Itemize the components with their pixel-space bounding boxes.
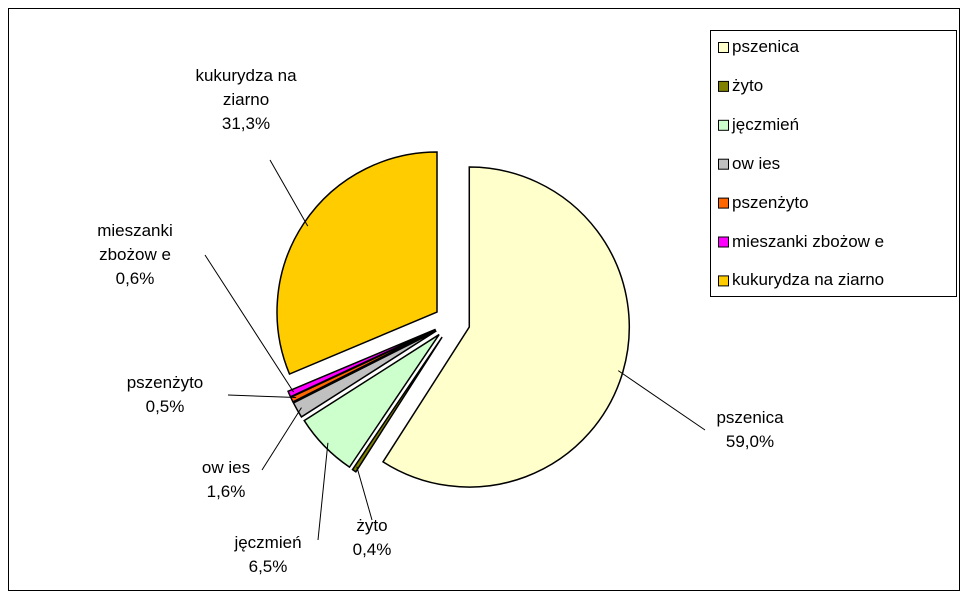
pie-slice — [287, 328, 436, 398]
label-value: 59,0% — [725, 432, 775, 451]
label-category: jęczmień — [234, 533, 302, 552]
pie-slice — [276, 151, 438, 376]
data-label: mieszanki zbożow e 0,6% — [70, 219, 200, 291]
legend-label: ow ies — [732, 153, 781, 173]
data-label: jęczmień 6,5% — [223, 531, 313, 579]
legend-label: kukurydza na ziarno — [732, 270, 885, 290]
legend-label: mieszanki zbożow e — [732, 231, 885, 251]
leader-line — [204, 254, 295, 393]
label-value: 0,4% — [352, 540, 392, 559]
pie-slice — [292, 330, 437, 418]
pie-slice — [351, 336, 443, 473]
legend-box — [710, 30, 957, 297]
legend-swatch — [718, 80, 729, 92]
leader-line — [317, 442, 329, 541]
label-category: kukurydza na ziarno — [195, 66, 297, 109]
data-label: pszenica 59,0% — [695, 406, 805, 454]
data-label: pszenżyto 0,5% — [100, 371, 230, 419]
label-value: 0,6% — [115, 269, 155, 288]
leader-line — [261, 407, 302, 471]
label-category: mieszanki zbożow e — [97, 221, 173, 264]
data-label: ow ies 1,6% — [191, 456, 261, 504]
label-category: ow ies — [201, 458, 251, 477]
legend-swatch — [718, 42, 729, 53]
label-value: 0,5% — [145, 397, 185, 416]
pie-slice — [303, 333, 440, 469]
leader-line — [617, 370, 706, 431]
label-value: 6,5% — [248, 557, 288, 576]
label-value: 31,3% — [221, 114, 271, 133]
legend-label: pszenica — [732, 37, 800, 56]
legend-label: żyto — [732, 75, 764, 95]
legend-swatch — [718, 236, 729, 248]
data-label: żyto 0,4% — [342, 514, 402, 562]
legend-label: jęczmień — [732, 114, 800, 134]
pie-slice — [382, 166, 631, 488]
label-value: 1,6% — [206, 482, 246, 501]
legend-label: pszenżyto — [732, 192, 809, 212]
leader-line — [269, 159, 309, 227]
leader-line — [227, 394, 297, 399]
legend-swatch — [718, 119, 729, 131]
label-category: żyto — [356, 516, 388, 535]
leader-line — [356, 466, 373, 521]
label-category: pszenżyto — [126, 373, 204, 392]
label-category: pszenica — [716, 408, 784, 427]
data-label: kukurydza na ziarno 31,3% — [181, 64, 311, 136]
legend-swatch — [718, 275, 729, 287]
legend-swatch — [718, 158, 729, 170]
legend-swatch — [718, 197, 729, 209]
